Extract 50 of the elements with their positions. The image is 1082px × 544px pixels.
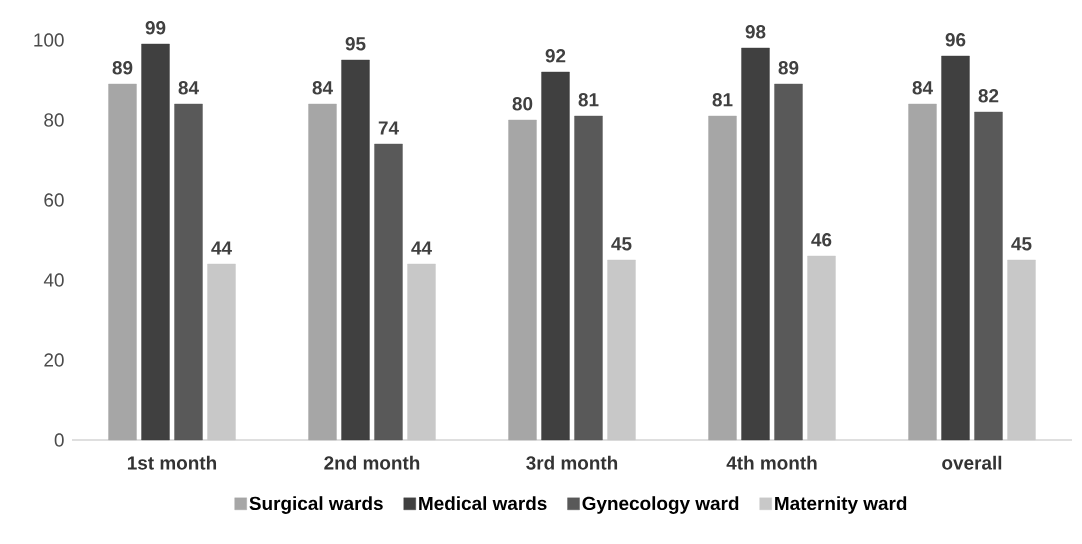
bar xyxy=(708,115,737,441)
y-tick-label: 60 xyxy=(44,193,64,207)
legend-label: Maternity ward xyxy=(775,496,907,514)
data-label: 96 xyxy=(945,33,966,47)
data-label: 89 xyxy=(112,61,133,75)
data-label: 92 xyxy=(545,49,566,63)
data-label: 80 xyxy=(512,97,533,111)
data-label: 95 xyxy=(345,37,366,51)
data-label: 82 xyxy=(978,89,999,103)
y-tick-label: 40 xyxy=(43,273,64,287)
y-tick-label: 20 xyxy=(44,353,64,367)
bar xyxy=(108,83,137,441)
y-tick-label: 100 xyxy=(34,33,64,47)
bar xyxy=(308,103,337,441)
data-label: 89 xyxy=(778,61,799,75)
legend-label: Medical wards xyxy=(419,496,547,511)
bar xyxy=(341,59,370,441)
data-label: 99 xyxy=(145,21,166,35)
x-tick-label: 4th month xyxy=(726,455,817,470)
bar xyxy=(541,71,570,441)
data-label: 74 xyxy=(378,121,399,135)
data-label: 84 xyxy=(912,81,933,95)
bar xyxy=(574,115,603,441)
data-label: 44 xyxy=(411,241,432,255)
bar xyxy=(374,143,403,441)
data-label: 98 xyxy=(745,25,766,39)
data-label: 84 xyxy=(312,81,333,95)
y-tick-label: 0 xyxy=(54,433,64,447)
data-label: 81 xyxy=(712,93,733,107)
data-label: 46 xyxy=(811,233,832,247)
legend-label: Surgical wards xyxy=(249,496,383,514)
y-tick-label: 80 xyxy=(44,113,64,127)
bar xyxy=(141,43,170,441)
bar xyxy=(508,119,537,441)
data-label: 81 xyxy=(578,93,599,107)
bar xyxy=(974,111,1003,441)
x-tick-label: overall xyxy=(942,455,1002,470)
bar xyxy=(941,55,970,441)
data-label: 44 xyxy=(211,241,232,255)
data-label: 45 xyxy=(611,237,632,251)
legend-label: Gynecology ward xyxy=(582,496,739,514)
data-label: 84 xyxy=(178,81,199,95)
x-tick-label: 1st month xyxy=(127,455,217,470)
data-label: 45 xyxy=(1011,237,1032,251)
bar xyxy=(174,103,203,441)
x-tick-label: 3rd month xyxy=(526,455,618,470)
x-tick-label: 2nd month xyxy=(324,455,420,470)
bar xyxy=(774,83,803,441)
bar xyxy=(908,103,937,441)
bar xyxy=(741,47,770,441)
